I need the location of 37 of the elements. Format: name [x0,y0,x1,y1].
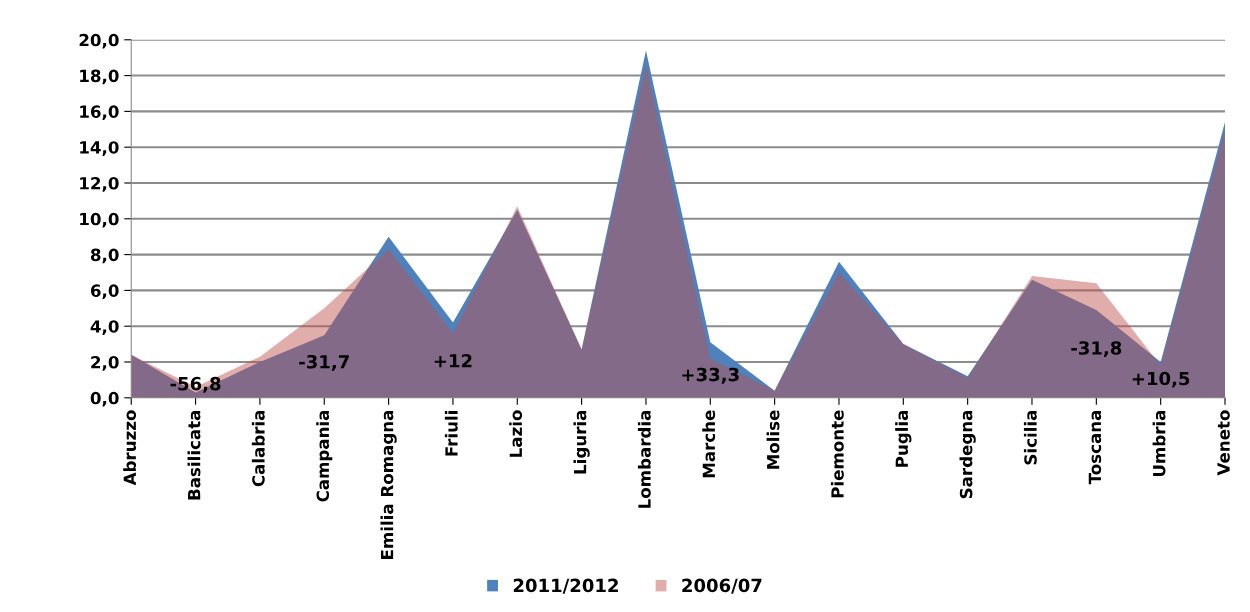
annotation: -31,8 [1071,341,1122,358]
x-tick-label: Emilia Romagna [380,410,397,559]
y-tick-label: 16,0 [80,105,119,121]
legend-label: 2011/2012 [513,578,618,594]
y-tick-label: 10,0 [80,212,119,228]
x-tick-label: Calabria [251,410,265,487]
x-tick-label: Sicilia [1023,410,1037,465]
y-tick-label: 18,0 [80,69,119,85]
annotation: -56,8 [170,376,221,393]
x-tick-label: Umbria [1152,410,1166,477]
x-tick-label: Campania [316,410,333,502]
annotation: -31,7 [299,354,349,371]
y-tick-label: 6,0 [90,284,119,300]
annotation: +33,3 [682,367,739,384]
y-tick-label: 20,0 [79,33,119,49]
y-tick-label: 0,0 [90,391,119,407]
x-tick-label: Abruzzo [123,410,137,486]
x-tick-label: Liguria [573,410,590,474]
x-tick-label: Puglia [895,410,912,467]
x-tick-label: Piemonte [830,410,844,498]
legend-label: 2006/07 [682,578,762,594]
x-tick-label: Lazio [509,410,523,457]
x-tick-label: Molise [766,410,780,469]
x-tick-label: Friuli [444,411,458,456]
y-tick-label: 4,0 [90,320,119,335]
x-tick-label: Sardegna [959,410,976,499]
y-tick-label: 8,0 [90,248,119,264]
x-tick-label: Basilicata [187,410,201,500]
y-tick-label: 14,0 [80,141,119,156]
y-tick-label: 12,0 [80,176,119,192]
x-tick-label: Marche [702,410,716,478]
x-tick-label: Toscana [1088,410,1102,485]
x-tick-label: Veneto [1217,410,1230,476]
x-tick-label: Lombardia [637,410,651,508]
y-tick-label: 2,0 [91,355,119,371]
annotation: +10,5 [1132,371,1190,388]
annotation: +12 [434,353,472,368]
